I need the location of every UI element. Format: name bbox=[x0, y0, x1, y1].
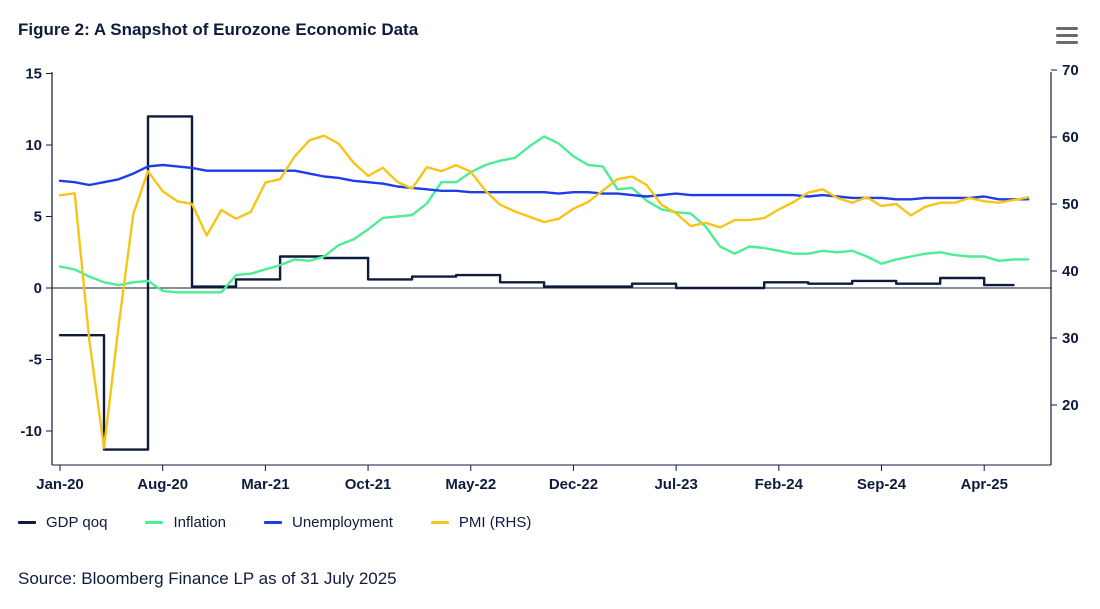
left-tick-label: 0 bbox=[34, 280, 42, 297]
right-tick-label: 60 bbox=[1062, 129, 1079, 146]
series-line-pmi bbox=[58, 134, 1030, 450]
left-tick-label: -10 bbox=[20, 423, 42, 440]
left-tick-label: 5 bbox=[34, 209, 42, 226]
x-tick-label: Sep-24 bbox=[857, 476, 907, 493]
hamburger-menu-icon[interactable] bbox=[1056, 27, 1078, 45]
right-tick-label: 50 bbox=[1062, 196, 1079, 213]
legend-item-pmi[interactable]: PMI (RHS) bbox=[430, 514, 532, 531]
x-tick-label: Aug-20 bbox=[137, 476, 188, 493]
x-tick-label: Jul-23 bbox=[654, 476, 697, 493]
chart-title: Figure 2: A Snapshot of Eurozone Economi… bbox=[18, 20, 419, 39]
left-tick-label: -5 bbox=[29, 352, 42, 369]
left-tick-label: 10 bbox=[25, 137, 42, 154]
legend-swatch-gdp bbox=[18, 521, 36, 524]
right-tick-label: 40 bbox=[1062, 263, 1079, 280]
x-tick-label: Feb-24 bbox=[755, 476, 804, 493]
legend-label-inflation: Inflation bbox=[173, 514, 226, 531]
source-note: Source: Bloomberg Finance LP as of 31 Ju… bbox=[18, 569, 397, 588]
legend-label-unemployment: Unemployment bbox=[291, 514, 393, 531]
series-line-inflation bbox=[58, 135, 1030, 294]
series-line-gdp-qoq bbox=[58, 115, 1015, 451]
left-tick-label: 15 bbox=[25, 66, 42, 83]
chart-series-layer bbox=[58, 115, 1030, 451]
legend-label-gdp: GDP qoq bbox=[46, 514, 108, 531]
legend-item-inflation[interactable]: Inflation bbox=[145, 514, 226, 531]
x-tick-label: Jan-20 bbox=[36, 476, 84, 493]
x-tick-label: Oct-21 bbox=[345, 476, 392, 493]
right-tick-label: 20 bbox=[1062, 397, 1079, 414]
legend-swatch-unemployment bbox=[263, 521, 282, 524]
legend-label-pmi: PMI (RHS) bbox=[458, 514, 532, 531]
legend-swatch-pmi bbox=[430, 521, 449, 524]
legend-item-gdp[interactable]: GDP qoq bbox=[18, 514, 107, 531]
x-tick-label: Mar-21 bbox=[241, 476, 289, 493]
x-tick-label: May-22 bbox=[445, 476, 496, 493]
chart-legend: GDP qoq Inflation Unemployment PMI (RHS) bbox=[18, 514, 569, 531]
x-tick-label: Dec-22 bbox=[549, 476, 598, 493]
x-tick-label: Apr-25 bbox=[960, 476, 1008, 493]
right-tick-label: 70 bbox=[1062, 62, 1079, 79]
series-line-unemployment bbox=[58, 163, 1030, 201]
legend-item-unemployment[interactable]: Unemployment bbox=[263, 514, 393, 531]
legend-swatch-inflation bbox=[145, 521, 164, 524]
right-tick-label: 30 bbox=[1062, 330, 1079, 347]
